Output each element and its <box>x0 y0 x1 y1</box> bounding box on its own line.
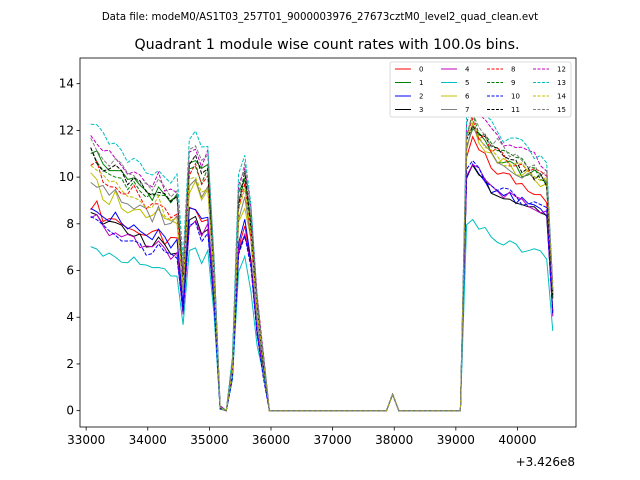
series-line-1 <box>90 128 554 412</box>
series-line-5 <box>90 218 554 412</box>
legend-label-12: 12 <box>557 66 566 74</box>
plot-area: 33000 34000 35000 36000 37000 38000 39000 40000… <box>59 57 577 447</box>
legend-label-11: 11 <box>511 106 520 114</box>
series-line-11 <box>90 124 554 412</box>
x-axis-offset-label: +3.426e8 <box>516 455 575 469</box>
y-tick-label: 8 <box>66 217 74 231</box>
y-tick-label: 6 <box>66 264 74 278</box>
x-tick-label: 36000 <box>252 433 290 447</box>
series-line-3 <box>90 164 554 412</box>
x-tick-label: 37000 <box>314 433 352 447</box>
series-line-7 <box>90 124 554 412</box>
y-tick-label: 4 <box>66 310 74 324</box>
legend-label-7: 7 <box>465 106 469 114</box>
x-tick-label: 38000 <box>375 433 413 447</box>
axes-frame <box>79 57 577 428</box>
legend-label-5: 5 <box>465 79 469 87</box>
y-tick-label: 12 <box>59 123 74 137</box>
series-line-8 <box>90 117 554 412</box>
x-tick-label: 39000 <box>437 433 475 447</box>
y-tick-label: 10 <box>59 170 74 184</box>
series-line-10 <box>90 159 554 412</box>
x-tick-label: 40000 <box>498 433 536 447</box>
legend-label-14: 14 <box>557 93 566 101</box>
chart-title: Quadrant 1 module wise count rates with … <box>134 37 519 53</box>
series-line-12 <box>90 104 554 412</box>
series-line-14 <box>90 122 554 412</box>
legend-label-1: 1 <box>419 79 423 87</box>
legend-box <box>389 61 572 118</box>
legend-label-3: 3 <box>419 106 423 114</box>
legend-label-13: 13 <box>557 79 566 87</box>
x-tick-label: 35000 <box>190 433 228 447</box>
legend-label-15: 15 <box>557 106 566 114</box>
series-line-9 <box>90 111 554 412</box>
y-tick-label: 14 <box>59 77 74 91</box>
chart-suptitle: Data file: modeM0/AS1T03_257T01_90000039… <box>102 12 538 23</box>
x-tick-label: 34000 <box>129 433 167 447</box>
y-tick-label: 2 <box>66 357 74 371</box>
legend-label-10: 10 <box>511 93 520 101</box>
legend-label-2: 2 <box>419 93 423 101</box>
legend-label-4: 4 <box>465 66 470 74</box>
series-line-15 <box>90 112 554 412</box>
legend-label-8: 8 <box>511 66 515 74</box>
series-line-4 <box>90 164 554 412</box>
y-tick-label: 0 <box>66 404 74 418</box>
legend-label-9: 9 <box>511 79 515 87</box>
legend-label-6: 6 <box>465 93 470 101</box>
series-line-6 <box>90 121 554 412</box>
legend-label-0: 0 <box>419 66 423 74</box>
x-tick-label: 33000 <box>67 433 105 447</box>
series-line-13 <box>90 88 554 412</box>
